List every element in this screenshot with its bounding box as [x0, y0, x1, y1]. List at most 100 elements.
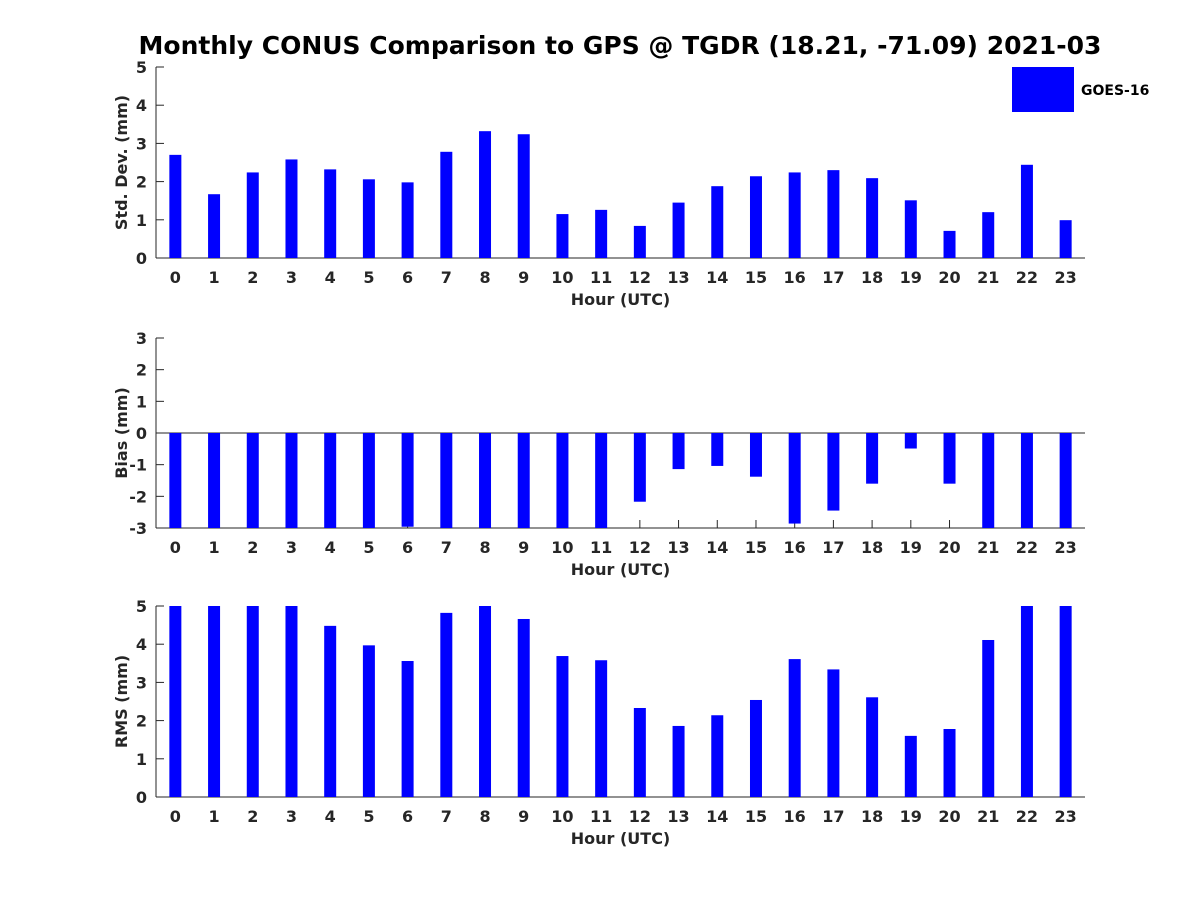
x-tick-label: 4 [325, 268, 336, 287]
bar [556, 656, 569, 797]
x-tick-label: 5 [363, 268, 374, 287]
x-tick-label: 17 [822, 268, 844, 287]
bar [904, 200, 917, 258]
x-tick-label: 18 [861, 538, 883, 557]
bar [324, 625, 337, 797]
x-tick-label: 19 [900, 268, 922, 287]
x-tick-label: 21 [977, 538, 999, 557]
x-tick-label: 14 [706, 807, 728, 826]
y-axis-label: RMS (mm) [112, 655, 131, 748]
bar [169, 154, 182, 258]
y-tick-label: 5 [136, 597, 147, 616]
y-tick-label: 1 [136, 211, 147, 230]
x-tick-label: 13 [667, 268, 689, 287]
bar [1059, 433, 1072, 528]
x-tick-label: 14 [706, 538, 728, 557]
y-tick-label: 3 [136, 329, 147, 348]
x-tick-label: 11 [590, 268, 612, 287]
x-tick-label: 2 [247, 538, 258, 557]
y-axis-label: Std. Dev. (mm) [112, 95, 131, 230]
x-tick-label: 0 [170, 268, 181, 287]
bar [982, 212, 995, 258]
bar [1020, 606, 1033, 797]
bar [749, 176, 762, 258]
bar [324, 169, 337, 258]
x-tick-label: 3 [286, 268, 297, 287]
legend-swatch [1012, 67, 1074, 112]
x-tick-label: 9 [518, 538, 529, 557]
bar [1059, 606, 1072, 797]
bar [285, 159, 298, 258]
x-tick-label: 3 [286, 538, 297, 557]
bar [827, 433, 840, 511]
bar [440, 433, 453, 528]
bar [633, 433, 646, 502]
x-tick-label: 5 [363, 538, 374, 557]
x-tick-label: 2 [247, 807, 258, 826]
bar [556, 214, 569, 258]
y-tick-label: 3 [136, 134, 147, 153]
y-tick-label: 2 [136, 712, 147, 731]
x-tick-label: 19 [900, 538, 922, 557]
x-axis-label: Hour (UTC) [571, 829, 671, 848]
bar [827, 170, 840, 258]
x-tick-label: 16 [784, 268, 806, 287]
x-tick-label: 23 [1055, 268, 1077, 287]
bar [362, 433, 375, 528]
x-tick-label: 21 [977, 268, 999, 287]
x-tick-label: 1 [208, 268, 219, 287]
bar [1020, 164, 1033, 258]
x-tick-label: 6 [402, 268, 413, 287]
x-tick-label: 6 [402, 538, 413, 557]
x-tick-label: 11 [590, 538, 612, 557]
bar [866, 697, 879, 797]
x-tick-label: 23 [1055, 807, 1077, 826]
x-tick-label: 15 [745, 538, 767, 557]
x-axis-label: Hour (UTC) [571, 290, 671, 309]
bar [479, 131, 492, 258]
x-tick-label: 13 [667, 538, 689, 557]
x-tick-label: 8 [479, 538, 490, 557]
x-tick-label: 15 [745, 807, 767, 826]
chart-title: Monthly CONUS Comparison to GPS @ TGDR (… [139, 31, 1102, 60]
bar [982, 639, 995, 797]
y-tick-label: -2 [129, 487, 147, 506]
bar [982, 433, 995, 528]
bar [904, 735, 917, 797]
x-tick-label: 0 [170, 538, 181, 557]
bar [866, 433, 879, 484]
bar [749, 433, 762, 477]
y-tick-label: 0 [136, 424, 147, 443]
x-tick-label: 16 [784, 807, 806, 826]
x-tick-label: 3 [286, 807, 297, 826]
bar [440, 151, 453, 258]
bar [943, 433, 956, 484]
y-tick-label: 4 [136, 635, 147, 654]
x-tick-label: 7 [441, 268, 452, 287]
bar [246, 606, 259, 797]
x-tick-label: 15 [745, 268, 767, 287]
bar [479, 606, 492, 797]
x-tick-label: 12 [629, 807, 651, 826]
x-tick-label: 9 [518, 807, 529, 826]
bar [556, 433, 569, 528]
bar [866, 178, 879, 258]
x-tick-label: 8 [479, 268, 490, 287]
x-tick-label: 18 [861, 807, 883, 826]
x-tick-label: 17 [822, 538, 844, 557]
bar [517, 134, 530, 258]
x-tick-label: 7 [441, 538, 452, 557]
x-tick-label: 1 [208, 538, 219, 557]
bar [401, 182, 414, 258]
bar [711, 715, 724, 797]
x-tick-label: 23 [1055, 538, 1077, 557]
bar [788, 433, 801, 524]
bar [749, 699, 762, 797]
y-tick-label: -3 [129, 519, 147, 538]
bar [169, 433, 182, 528]
x-tick-label: 18 [861, 268, 883, 287]
bar [285, 433, 298, 528]
